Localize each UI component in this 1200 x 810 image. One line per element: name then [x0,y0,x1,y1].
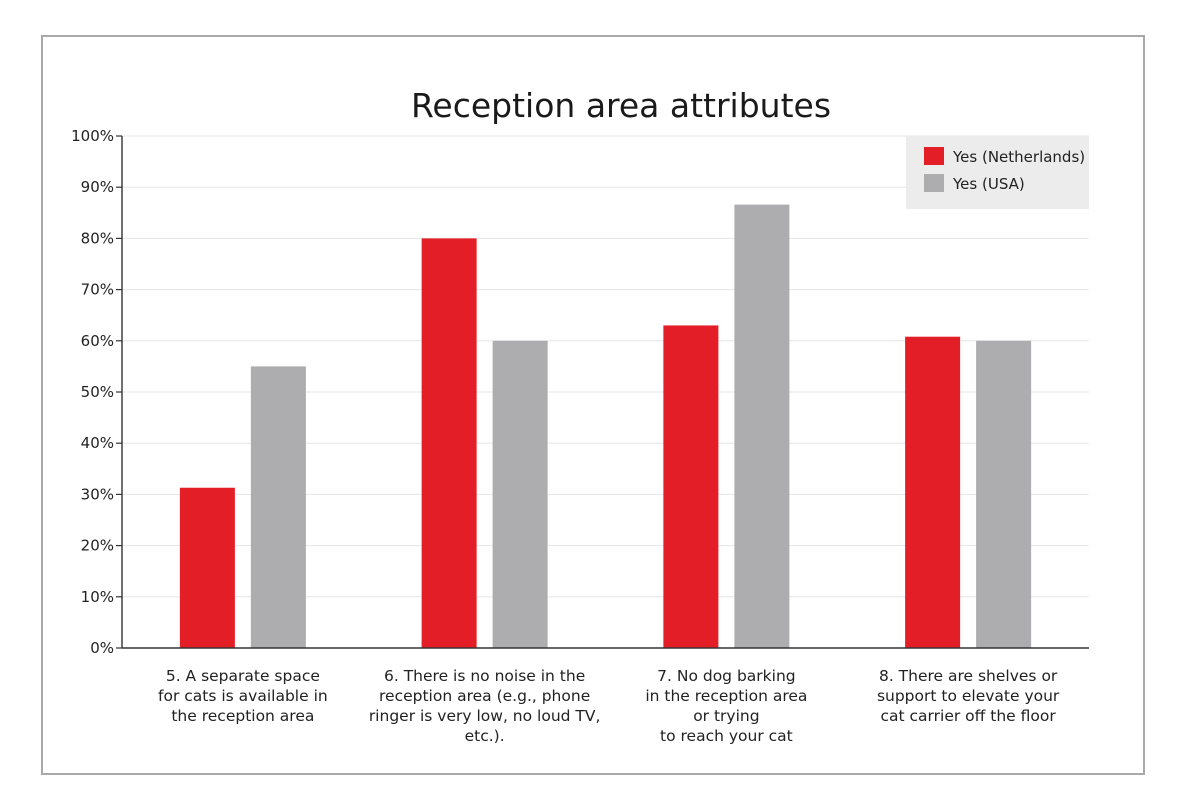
x-category-label-line: 6. There is no noise in the [384,667,585,685]
y-tick-label: 90% [81,178,114,196]
x-category-label-line: support to elevate your [877,687,1060,705]
x-category-label-line: 7. No dog barking [657,667,795,685]
bar [905,336,961,648]
x-category-label-line: to reach your cat [660,727,793,745]
legend-swatch [924,174,944,192]
chart-title: Reception area attributes [411,86,831,125]
legend-label: Yes (Netherlands) [952,148,1085,166]
legend-swatch [924,147,944,165]
x-axis-category-labels: 5. A separate space for cats is available… [158,667,1060,745]
x-category-label-line: reception area (e.g., phone [379,687,590,705]
x-category-label-line: 5. A separate space [166,667,320,685]
x-category-label: 5. A separate space for cats is available… [158,667,328,725]
x-category-label: 8. There are shelves or support to elevat… [877,667,1060,725]
legend-label: Yes (USA) [952,175,1025,193]
x-category-label-line: ringer is very low, no loud TV, [369,707,601,725]
x-category-label-line: etc.). [465,727,505,745]
y-tick-label: 80% [81,229,114,247]
bar [663,325,719,648]
y-tick-label: 0% [90,639,114,657]
x-category-label: 7. No dog barking in the reception area or… [645,667,807,745]
bar [250,366,306,648]
y-tick-label: 10% [81,588,114,606]
y-tick-label: 20% [81,537,114,555]
bar [976,340,1032,648]
bar [734,204,790,648]
x-category-label-line: or trying [693,707,759,725]
bars [179,204,1032,648]
legend: Yes (Netherlands) Yes (USA) [906,136,1089,209]
x-category-label-line: cat carrier off the floor [881,707,1057,725]
x-category-label-line: for cats is available in [158,687,328,705]
bar [179,487,235,648]
bar [492,340,548,648]
y-axis-ticks: 0% 10% 20% 30% 40% 50% 60% 70% 80% 90% 100% [71,127,114,657]
x-category-label-line: 8. There are shelves or [879,667,1058,685]
y-tick-label: 30% [81,485,114,503]
x-category-label: 6. There is no noise in the reception are… [369,667,601,745]
y-tick-label: 60% [81,332,114,350]
x-category-label-line: the reception area [171,707,314,725]
y-tick-label: 70% [81,281,114,299]
y-tick-label: 40% [81,434,114,452]
legend-box [906,136,1089,209]
x-category-label-line: in the reception area [645,687,807,705]
y-tick-label: 100% [71,127,114,145]
y-tick-label: 50% [81,383,114,401]
bar [421,238,477,648]
axes [116,135,1089,649]
